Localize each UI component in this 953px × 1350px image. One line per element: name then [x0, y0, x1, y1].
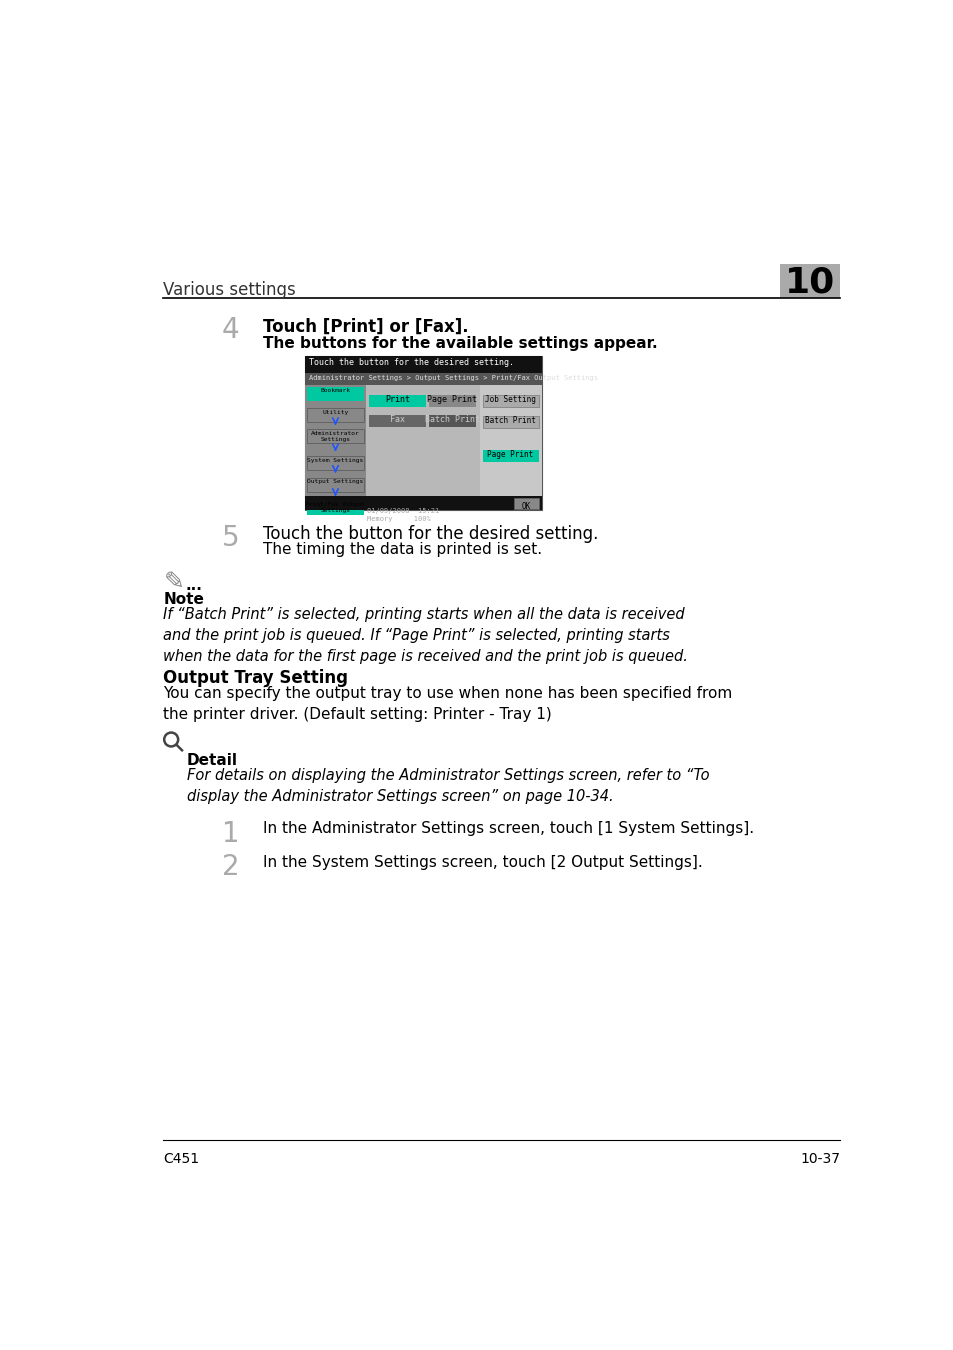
Text: Touch the button for the desired setting.: Touch the button for the desired setting…: [262, 525, 598, 544]
Bar: [779, 265, 840, 298]
Text: Print/Fax Output
Settings: Print/Fax Output Settings: [305, 502, 365, 513]
Text: 1: 1: [221, 819, 239, 848]
Text: For details on displaying the Administrator Settings screen, refer to “To
displa: For details on displaying the Administra…: [187, 768, 709, 805]
Text: You can specify the output tray to use when none has been specified from
the pri: You can specify the output tray to use w…: [163, 686, 732, 722]
Bar: [307, 478, 364, 491]
Bar: [307, 501, 364, 514]
Text: Administrator Settings > Output Settings > Print/Fax Output Settings: Administrator Settings > Output Settings…: [309, 374, 598, 381]
Bar: [482, 416, 537, 428]
Bar: [305, 497, 541, 510]
Text: Touch the button for the desired setting.: Touch the button for the desired setting…: [309, 358, 514, 367]
Text: 2: 2: [221, 853, 239, 882]
Text: 01/09/2008  15:21: 01/09/2008 15:21: [367, 508, 439, 514]
Bar: [305, 356, 541, 510]
Bar: [482, 450, 537, 462]
Text: 10: 10: [783, 266, 834, 300]
Text: Batch Print: Batch Print: [424, 414, 479, 424]
Text: ✎: ✎: [163, 570, 184, 594]
Bar: [307, 456, 364, 470]
Bar: [369, 394, 426, 406]
Bar: [307, 429, 364, 443]
Text: The buttons for the available settings appear.: The buttons for the available settings a…: [262, 336, 657, 351]
Bar: [307, 387, 364, 401]
Text: OK: OK: [521, 502, 530, 512]
Text: 10-37: 10-37: [800, 1152, 840, 1166]
Text: Print: Print: [385, 394, 410, 404]
Text: Administrator
Settings: Administrator Settings: [311, 431, 359, 441]
Text: 5: 5: [221, 524, 239, 552]
Text: Batch Print: Batch Print: [485, 416, 536, 425]
Text: Various settings: Various settings: [163, 281, 295, 300]
Bar: [429, 394, 476, 406]
Bar: [369, 414, 426, 427]
Text: Page Print: Page Print: [427, 394, 477, 404]
Text: Output Settings: Output Settings: [307, 479, 363, 485]
Text: Detail: Detail: [187, 753, 237, 768]
Bar: [479, 385, 541, 510]
Text: Job Setting: Job Setting: [485, 394, 536, 404]
Text: Fax: Fax: [390, 414, 405, 424]
Text: Output Tray Setting: Output Tray Setting: [163, 668, 348, 687]
Text: Utility: Utility: [322, 410, 348, 414]
Bar: [307, 409, 364, 423]
Text: Page Print: Page Print: [487, 450, 533, 459]
Text: ...: ...: [185, 578, 202, 593]
Text: System Settings: System Settings: [307, 458, 363, 463]
Bar: [429, 414, 476, 427]
Bar: [305, 385, 365, 510]
Bar: [305, 356, 541, 373]
Bar: [482, 394, 537, 406]
Text: Touch [Print] or [Fax].: Touch [Print] or [Fax].: [262, 317, 468, 336]
Text: Memory     100%: Memory 100%: [367, 516, 431, 522]
Text: Note: Note: [163, 591, 204, 606]
Text: If “Batch Print” is selected, printing starts when all the data is received
and : If “Batch Print” is selected, printing s…: [163, 608, 687, 664]
Bar: [365, 385, 479, 510]
Text: The timing the data is printed is set.: The timing the data is printed is set.: [262, 543, 541, 558]
Bar: [513, 498, 537, 509]
Text: Bookmark: Bookmark: [320, 389, 350, 393]
Text: C451: C451: [163, 1152, 199, 1166]
Text: 4: 4: [221, 316, 239, 344]
Text: In the Administrator Settings screen, touch [1 System Settings].: In the Administrator Settings screen, to…: [262, 821, 753, 836]
Bar: [305, 373, 541, 385]
Text: In the System Settings screen, touch [2 Output Settings].: In the System Settings screen, touch [2 …: [262, 855, 701, 869]
